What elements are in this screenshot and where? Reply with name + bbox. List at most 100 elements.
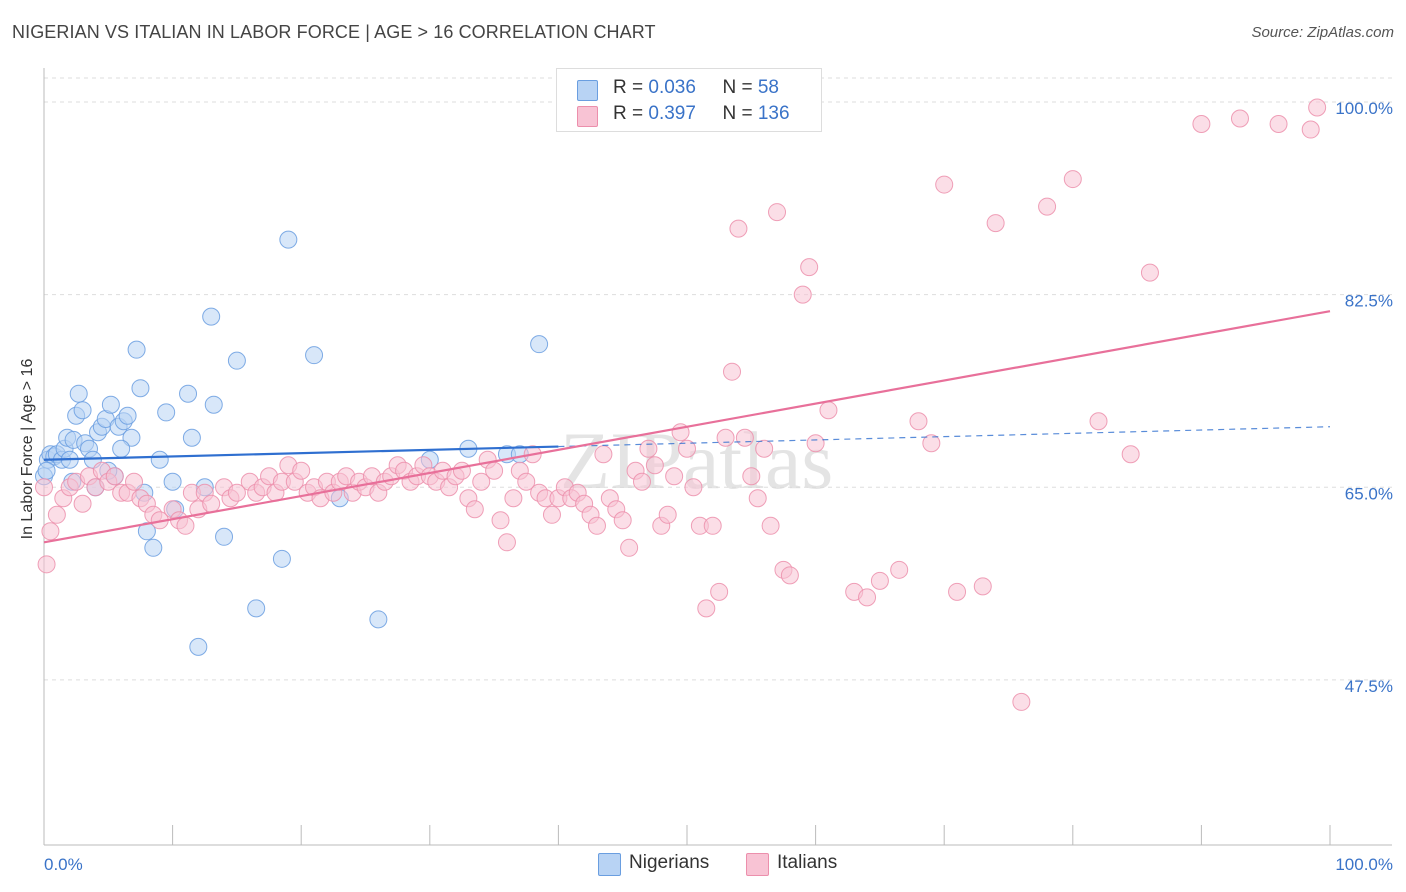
italians-r-value: 0.397 <box>648 103 696 124</box>
italian-point <box>1121 445 1140 464</box>
y-tick-label: 65.0% <box>1345 484 1393 503</box>
nigerian-point <box>69 384 88 403</box>
nigerian-point <box>305 346 324 365</box>
x-tick-label: 100.0% <box>1335 855 1393 874</box>
italian-point <box>755 439 774 458</box>
italian-point <box>890 560 909 579</box>
y-axis-label-wrap: In Labor Force | Age > 16 <box>16 300 40 600</box>
italian-point <box>858 588 877 607</box>
nigerian-point <box>202 307 221 326</box>
nigerian-point <box>112 439 131 458</box>
italian-point <box>768 203 787 222</box>
italians-r-label: R = <box>613 103 649 124</box>
italian-point <box>1308 98 1327 117</box>
source-label: Source: ZipAtlas.com <box>1251 24 1394 41</box>
nigerian-point <box>215 527 234 546</box>
nigerians-n-label: N = <box>722 77 758 98</box>
italian-point <box>105 467 124 486</box>
italian-point <box>742 467 761 486</box>
x-tick-label: 0.0% <box>44 855 83 874</box>
nigerian-point <box>204 395 223 414</box>
italian-point <box>986 214 1005 233</box>
italian-point <box>716 428 735 447</box>
italian-point <box>497 533 516 552</box>
nigerians-r-label: R = <box>613 77 649 98</box>
trend-layer <box>43 310 1331 544</box>
nigerian-point <box>369 610 388 629</box>
italian-point <box>748 489 767 508</box>
italian-point <box>697 599 716 618</box>
nigerian-point <box>118 406 137 425</box>
italian-point <box>1192 115 1211 134</box>
nigerian-point <box>189 637 208 656</box>
legend-label-nigerians: Nigerians <box>629 852 710 873</box>
italian-point <box>658 505 677 524</box>
italian-point <box>587 516 606 535</box>
nigerian-point <box>182 428 201 447</box>
point-layer <box>35 98 1327 711</box>
nigerian-trend-extension <box>558 426 1331 448</box>
nigerian-point <box>530 335 549 354</box>
italian-point <box>465 500 484 519</box>
italian-point <box>909 412 928 431</box>
italian-point <box>202 494 221 513</box>
italian-point <box>125 472 144 491</box>
italian-point <box>800 258 819 277</box>
italian-point <box>703 516 722 535</box>
italian-point <box>870 571 889 590</box>
italian-point <box>542 505 561 524</box>
italian-point <box>1063 170 1082 189</box>
italian-point <box>35 478 53 497</box>
nigerian-point <box>279 230 298 249</box>
italian-point <box>761 516 780 535</box>
italian-point <box>684 478 703 497</box>
italian-point <box>176 516 195 535</box>
italian-point <box>935 175 954 194</box>
italian-point <box>594 445 613 464</box>
y-axis-label: In Labor Force | Age > 16 <box>19 358 36 540</box>
italian-point <box>472 472 491 491</box>
italian-point <box>948 582 967 601</box>
italian-point <box>678 439 696 458</box>
nigerian-point <box>101 395 120 414</box>
italians-n-label: N = <box>722 103 758 124</box>
nigerians-swatch <box>577 80 598 101</box>
italian-point <box>491 511 510 530</box>
nigerian-point <box>127 340 146 359</box>
nigerian-point <box>122 428 141 447</box>
italian-point <box>620 538 639 557</box>
italian-point <box>780 566 799 585</box>
italian-point <box>292 461 311 480</box>
italian-point <box>1230 109 1249 128</box>
italian-point <box>922 434 941 453</box>
tick-label-layer: 100.0% 82.5% 65.0% 47.5% 0.0% 100.0% <box>44 99 1393 874</box>
nigerian-point <box>150 450 169 469</box>
italian-point <box>645 456 664 475</box>
chart-title: NIGERIAN VS ITALIAN IN LABOR FORCE | AGE… <box>12 22 656 42</box>
italian-point <box>613 511 632 530</box>
nigerians-r-value: 0.036 <box>648 77 696 98</box>
legend-label-italians: Italians <box>777 852 838 873</box>
italian-trend-line <box>43 310 1331 544</box>
nigerian-trend-line <box>43 445 559 461</box>
italian-point <box>1269 115 1288 134</box>
nigerian-point <box>37 461 56 480</box>
italian-point <box>632 472 651 491</box>
italian-point <box>710 582 729 601</box>
nigerian-point <box>179 384 198 403</box>
nigerian-point <box>73 401 92 420</box>
italian-point <box>729 219 748 238</box>
nigerian-point <box>131 379 150 398</box>
italians-n-value: 136 <box>757 103 790 124</box>
italian-point <box>504 489 523 508</box>
nigerian-point <box>144 538 163 557</box>
nigerian-point <box>157 403 176 422</box>
italian-point <box>806 434 825 453</box>
italian-point <box>517 472 536 491</box>
italian-point <box>819 401 838 420</box>
italian-point <box>485 461 504 480</box>
italian-point <box>639 439 658 458</box>
italian-point <box>41 522 60 541</box>
legend-swatch-italians <box>746 853 769 876</box>
nigerian-point <box>227 351 246 370</box>
